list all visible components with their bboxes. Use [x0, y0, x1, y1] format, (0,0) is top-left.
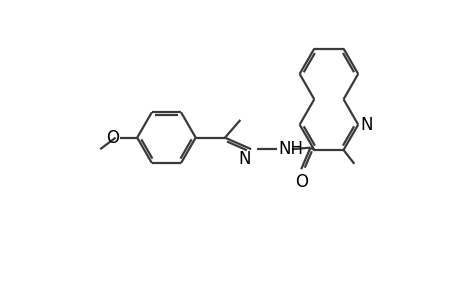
Text: N: N	[360, 116, 372, 134]
Text: N: N	[237, 150, 250, 168]
Text: NH: NH	[278, 140, 303, 158]
Text: O: O	[106, 129, 118, 147]
Text: O: O	[295, 173, 308, 191]
